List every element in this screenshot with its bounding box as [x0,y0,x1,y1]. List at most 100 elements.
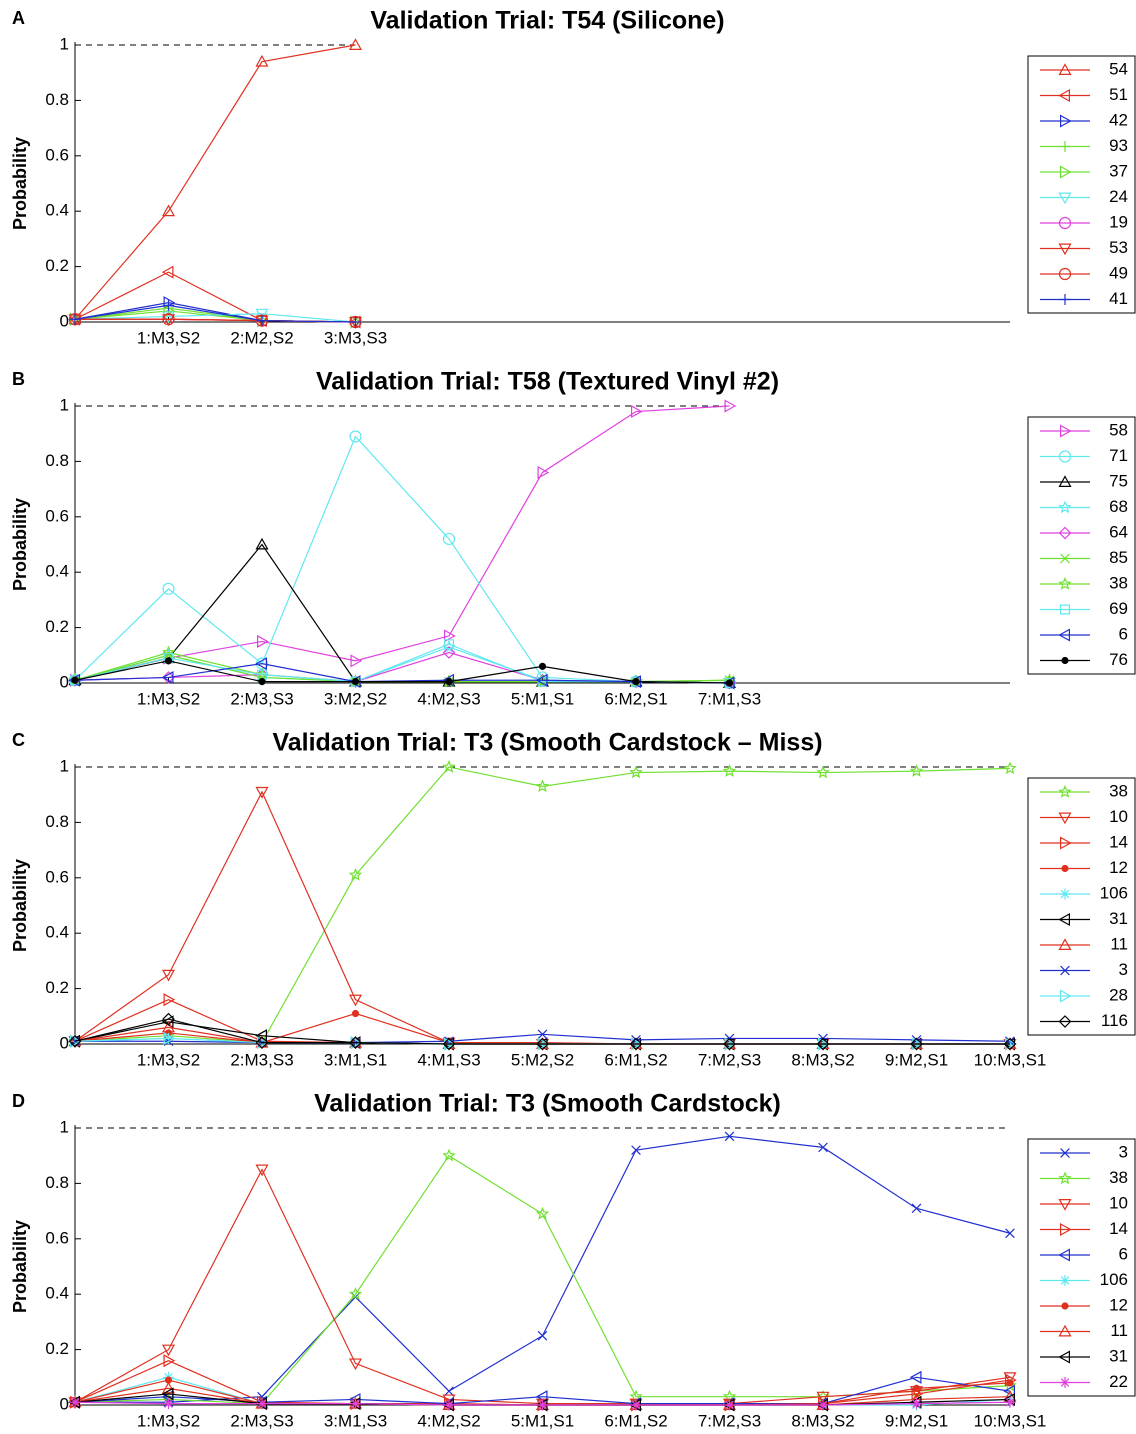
series-line [74,304,356,323]
y-tick-label: 1 [60,1117,69,1136]
data-point [255,1164,269,1177]
legend-label: 49 [1109,263,1128,282]
data-point [724,399,737,413]
x-tick-label: 9:M2,S1 [885,1411,948,1430]
data-point [537,1399,548,1411]
panel-label: B [12,369,25,389]
y-tick-label: 1 [60,395,69,414]
y-axis-label: Probability [10,1220,30,1313]
data-point [161,1381,176,1394]
x-tick-label: 6:M1,S2 [604,1411,667,1430]
data-point [255,1036,269,1049]
series-line [74,660,730,684]
data-point [348,1287,363,1300]
panel-label: C [12,730,25,750]
legend-marker [1061,1302,1069,1310]
series-line [74,44,356,320]
legend-label: 11 [1110,1321,1128,1340]
data-point [69,313,81,325]
legend-label: 14 [1109,832,1128,851]
data-point [912,1384,921,1392]
data-point [444,639,454,650]
data-point [536,1037,549,1051]
data-point [1006,1379,1014,1387]
y-tick-label: 0.2 [45,1339,69,1358]
y-tick-label: 0.8 [45,812,69,831]
legend-label: 64 [1109,522,1128,541]
data-point [255,308,269,321]
y-tick-label: 0.2 [45,256,69,275]
x-tick-label: 2:M3,S3 [230,1050,293,1069]
legend-marker [1058,500,1072,514]
data-point [535,673,548,687]
legend-marker [1058,267,1072,281]
legend-label: 38 [1109,781,1128,800]
data-point [163,653,174,664]
legend-label: 106 [1100,883,1128,902]
y-tick-label: 0.4 [45,201,69,220]
series-line [74,766,1011,1044]
data-point [1003,1037,1017,1051]
legend-label: 3 [1119,1142,1128,1161]
data-point [348,38,363,51]
legend-label: 42 [1109,110,1128,129]
legend-marker [1059,836,1072,850]
data-point [629,1037,643,1051]
data-point [255,786,269,799]
data-point [351,1009,360,1018]
x-tick-label: 7:M2,S3 [698,1411,761,1430]
chart-title: Validation Trial: T3 (Smooth Cardstock) [314,1090,781,1118]
data-point [161,204,176,217]
x-tick-label: 8:M3,S2 [791,1411,854,1430]
legend-marker [1060,553,1070,564]
data-point [535,779,550,793]
data-point [350,654,363,668]
legend-label: 93 [1109,136,1128,155]
data-point [162,313,175,326]
legend-marker [1058,216,1072,230]
legend-box [1027,777,1136,1036]
legend-marker [1058,912,1071,927]
series-line [74,1018,1010,1045]
series-line [74,663,730,684]
data-point [161,1344,176,1357]
panel-label: A [12,8,25,28]
data-point [351,678,360,686]
y-tick-label: 0.8 [45,90,69,109]
x-tick-label: 6:M2,S1 [604,689,667,708]
x-tick-label: 7:M1,S3 [698,689,761,708]
data-point [350,1398,361,1410]
x-tick-label: 2:M3,S3 [230,1411,293,1430]
legend-label: 12 [1109,1295,1128,1314]
x-tick-label: 7:M2,S3 [698,1050,761,1069]
y-axis-label: Probability [10,137,30,230]
chart-title: Validation Trial: T3 (Smooth Cardstock –… [272,729,822,757]
data-point [162,671,175,684]
legend-box [1027,55,1136,314]
legend-label: 19 [1109,212,1128,231]
data-point [444,629,456,643]
data-point [444,1386,454,1396]
legend-label: 22 [1109,1372,1128,1391]
data-point [257,1036,269,1050]
x-tick-label: 4:M1,S3 [417,1050,480,1069]
data-point [537,1029,548,1040]
data-point [723,1037,736,1051]
legend-marker [1058,1171,1072,1185]
data-point [163,299,174,311]
data-point [442,1148,456,1162]
legend-marker [1058,192,1072,205]
y-tick-label: 0.4 [45,562,69,581]
data-point [161,265,174,279]
x-tick-label: 3:M2,S2 [324,689,387,708]
series-line [74,313,356,323]
y-axis-label: Probability [10,859,30,952]
legend-marker [1058,88,1071,103]
legend-label: 24 [1109,187,1128,206]
y-tick-label: 0.2 [45,978,69,997]
y-tick-label: 0.4 [45,923,69,942]
x-tick-label: 1:M3,S2 [137,1050,200,1069]
data-point [537,1330,548,1341]
legend-label: 31 [1109,909,1128,928]
